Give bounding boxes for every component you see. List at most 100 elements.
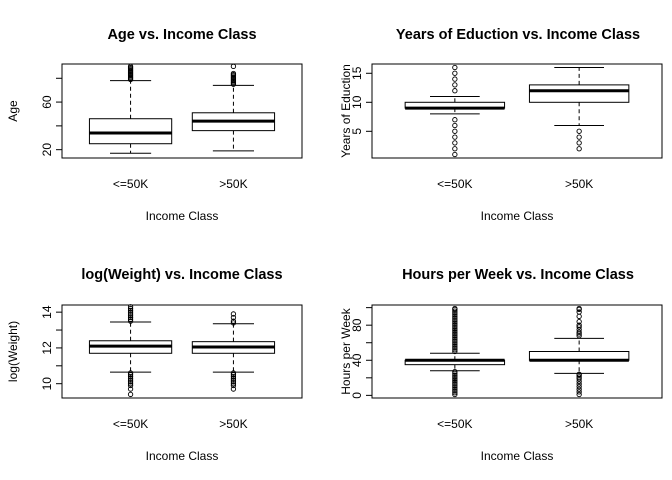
outlier-point [452,308,458,314]
outlier-point [452,386,458,392]
y-tick-label: 0 [350,392,364,399]
outlier-point [452,88,458,94]
outlier-point [230,372,237,378]
x-axis-label: Income Class [146,449,219,463]
outlier-point [127,305,134,312]
outlier-point [230,63,237,70]
x-tick-label: <=50K [437,177,472,191]
panel-log-weight: log(Weight) vs. Income Class 10 12 14 log(We… [6,267,303,463]
y-tick-label: 40 [350,353,364,367]
outlier-point [127,386,134,392]
outlier-point [576,140,582,146]
outlier-point [230,373,237,380]
outlier-point [452,128,458,134]
outlier-point [452,324,458,330]
outlier-point [230,314,237,321]
outlier-point [452,338,458,344]
outlier-point [452,343,458,349]
box-gt50k [528,305,630,398]
outlier-point [127,307,134,314]
iqr-box [528,84,630,103]
chart-title: Hours per Week vs. Income Class [402,267,634,283]
outlier-point [452,117,458,123]
outlier-point [452,151,458,158]
outlier-point [452,376,458,382]
outlier-point [452,348,458,355]
outlier-point [452,146,458,152]
outlier-point [452,370,458,377]
outlier-point [576,322,582,328]
x-tick-label: >50K [219,177,247,191]
outlier-point [127,381,134,387]
outlier-point [452,134,458,140]
outlier-point [230,311,237,317]
outlier-point [230,379,237,385]
outlier-point [452,374,458,380]
outlier-point [452,333,458,339]
outlier-point [576,383,582,390]
box-gt50k [528,66,630,152]
outlier-point [452,317,458,323]
y-axis-label: log(Weight) [6,321,20,382]
outlier-point [576,389,582,395]
box-le50k [88,63,173,154]
outlier-point [576,134,582,140]
y-tick-label: 14 [40,305,54,319]
outlier-point [452,331,458,337]
x-tick-label: >50K [565,417,593,431]
x-axis-label: Income Class [481,449,554,463]
box-le50k [404,64,506,158]
y-axis-label: Years of Eduction [339,64,353,158]
outlier-point [576,391,582,398]
outlier-point [576,309,582,315]
outlier-point [576,371,582,377]
outlier-point [452,377,458,384]
outlier-point [576,128,582,134]
outlier-point [576,329,582,335]
y-tick-label: 5 [350,128,364,135]
outlier-point [452,345,458,351]
outlier-point [452,369,458,375]
y-axis-label: Hours per Week [339,307,353,394]
outlier-point [127,382,134,389]
x-tick-label: <=50K [437,417,472,431]
x-tick-label: >50K [219,417,247,431]
outlier-point [452,305,458,312]
x-axis-label: Income Class [481,209,554,223]
outlier-point [127,375,134,381]
outlier-point [230,375,237,381]
outlier-point [576,381,582,387]
outlier-point [127,391,134,398]
outlier-point [576,386,582,392]
outlier-point [452,340,458,346]
box-le50k [404,305,506,398]
outlier-point [127,313,134,319]
outlier-point [452,341,458,348]
y-tick-label: 20 [40,143,54,157]
outlier-point [452,64,458,71]
outlier-point [452,336,458,342]
chart-title: Years of Eduction vs. Income Class [396,27,640,43]
outlier-point [452,379,458,385]
outlier-point [576,146,582,152]
y-tick-label: 15 [350,66,364,80]
outlier-point [452,390,458,396]
outlier-point [452,388,458,394]
y-tick-label: 10 [40,377,54,391]
outlier-point [452,329,458,335]
outlier-point [127,304,134,310]
y-tick-label: 12 [40,341,54,355]
outlier-point [452,372,458,378]
outlier-point [452,70,458,76]
outlier-point [452,312,458,318]
outlier-point [452,383,458,389]
box-gt50k [191,311,276,392]
x-tick-label: >50K [565,177,593,191]
outlier-point [230,70,237,77]
outlier-point [452,327,458,334]
outlier-point [452,140,458,146]
y-tick-label: 80 [350,318,364,332]
outlier-point [230,382,237,389]
outlier-point [576,319,582,325]
